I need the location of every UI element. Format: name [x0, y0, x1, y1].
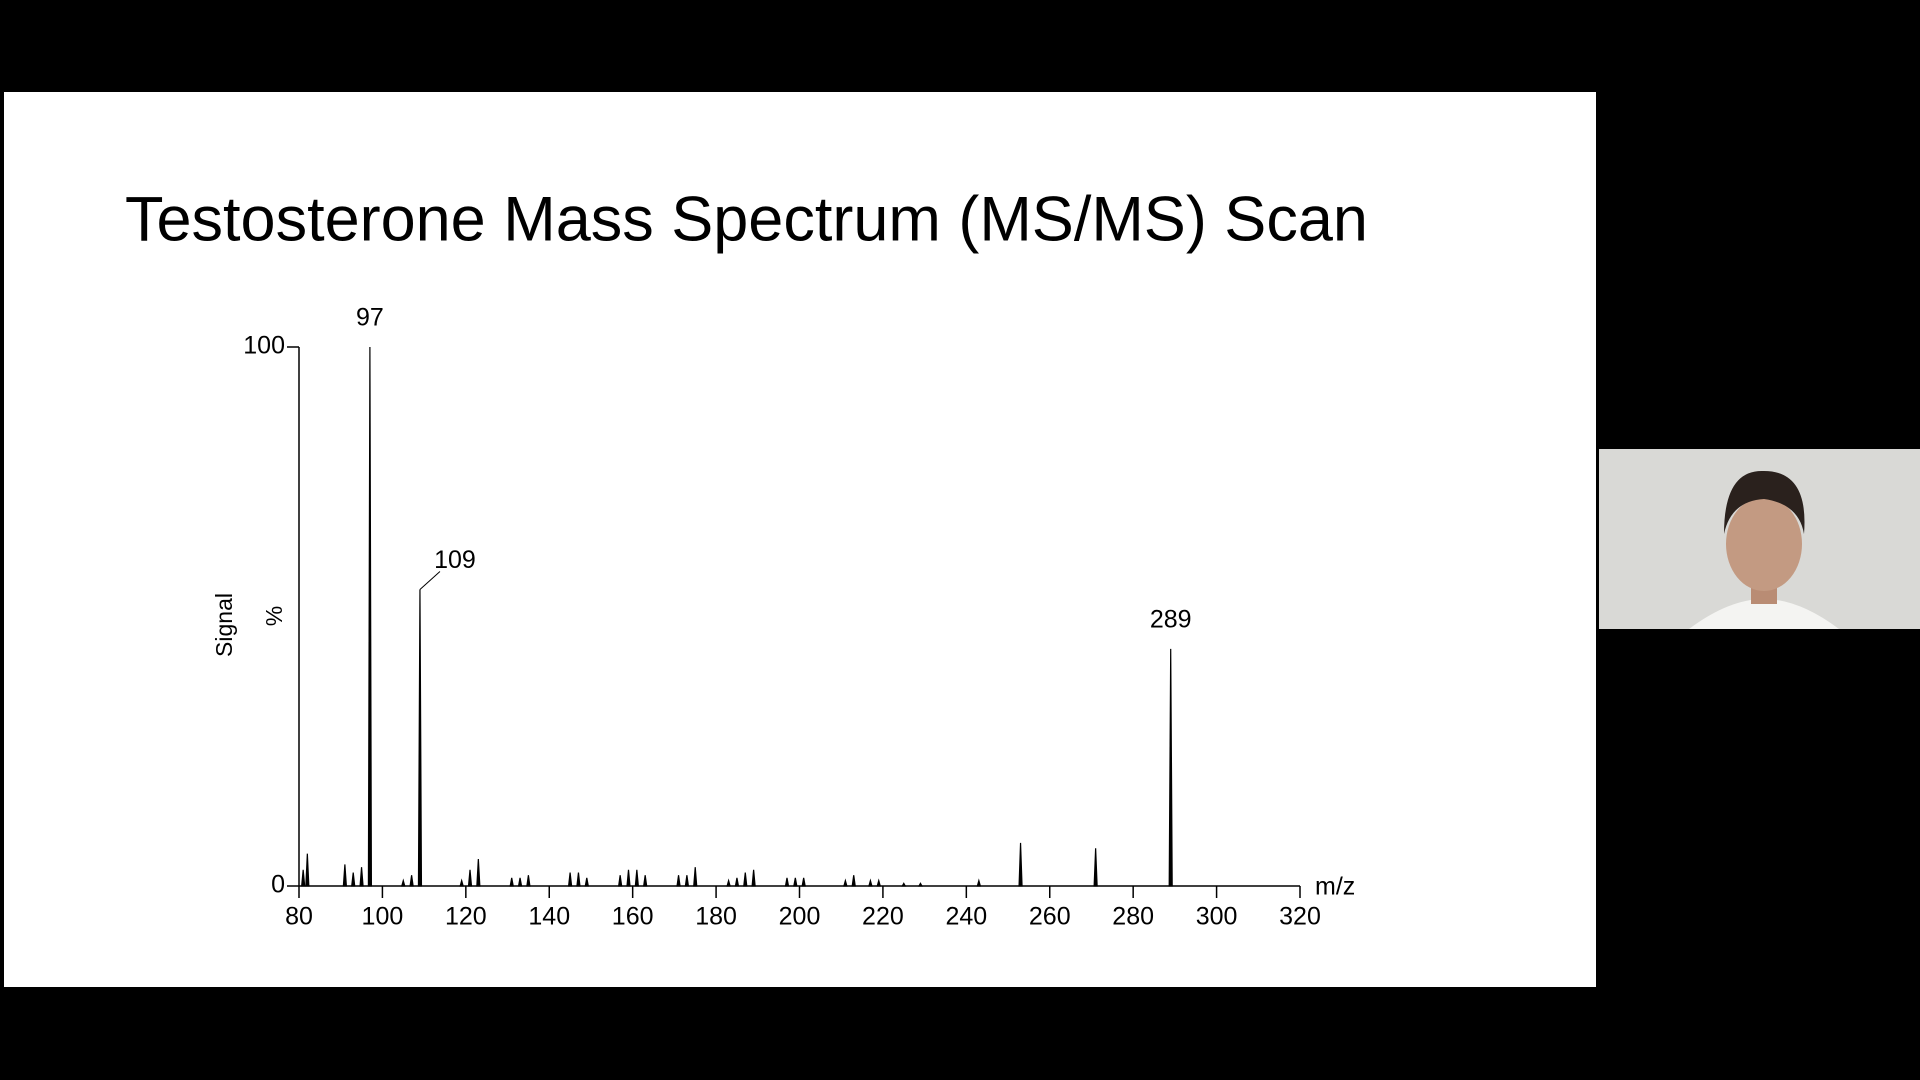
x-tick-label: 320 [1279, 903, 1321, 931]
peak [576, 872, 581, 887]
peak [400, 878, 406, 887]
peak [726, 878, 731, 887]
x-tick-label: 220 [862, 903, 904, 931]
y-axis-unit: % [261, 606, 287, 626]
peak [409, 875, 414, 887]
peak [743, 872, 748, 887]
peak [734, 877, 740, 887]
peak [634, 869, 639, 887]
peak [843, 878, 848, 887]
peak [367, 346, 373, 887]
peak [784, 877, 790, 887]
peak [1093, 848, 1098, 887]
webcam-image [1599, 449, 1920, 629]
peak [1168, 648, 1173, 887]
peak-label: 109 [434, 546, 476, 574]
peak [642, 875, 648, 887]
peak-leader [419, 571, 441, 590]
shirt [1689, 599, 1839, 629]
peak [793, 877, 798, 887]
slide-title: Testosterone Mass Spectrum (MS/MS) Scan [125, 185, 1368, 255]
y-axis-label: Signal [211, 593, 237, 657]
peak [351, 872, 356, 887]
peak [476, 859, 481, 887]
x-tick-label: 300 [1196, 903, 1238, 931]
x-tick-label: 80 [285, 903, 313, 931]
x-tick-label: 160 [612, 903, 654, 931]
peak [342, 864, 348, 887]
peak [851, 875, 856, 887]
x-axis-label: m/z [1315, 873, 1355, 901]
x-tick-label: 260 [1029, 903, 1071, 931]
peak [751, 869, 756, 887]
peak [584, 877, 590, 887]
peak [693, 867, 698, 887]
x-tick-label: 100 [362, 903, 404, 931]
peak [459, 878, 464, 887]
peak [626, 869, 631, 887]
peak [976, 878, 982, 887]
peak [417, 589, 423, 887]
peak [509, 877, 514, 887]
peak [305, 853, 310, 887]
x-tick-label: 280 [1112, 903, 1154, 931]
x-tick-label: 120 [445, 903, 487, 931]
hair [1724, 470, 1805, 534]
face [1726, 497, 1802, 591]
peak [617, 875, 623, 887]
peak [868, 878, 873, 887]
x-tick-label: 200 [779, 903, 821, 931]
peak [917, 882, 923, 887]
peak [684, 875, 690, 887]
peak [901, 882, 907, 887]
peak [1018, 842, 1023, 887]
peak [567, 872, 573, 887]
peak [526, 875, 531, 887]
peak [676, 875, 681, 887]
slide [4, 92, 1596, 987]
y-tick-label: 100 [243, 332, 285, 360]
x-tick-label: 140 [528, 903, 570, 931]
peak [876, 878, 882, 887]
peak [301, 869, 306, 887]
peak [359, 867, 364, 887]
x-tick-label: 180 [695, 903, 737, 931]
peak-label: 97 [356, 304, 384, 332]
peak [517, 877, 523, 887]
peak [467, 869, 473, 887]
webcam-video [1599, 449, 1920, 629]
x-tick-label: 240 [945, 903, 987, 931]
y-tick-label: 0 [271, 871, 285, 899]
peak [801, 877, 806, 887]
peak-label: 289 [1150, 605, 1192, 633]
